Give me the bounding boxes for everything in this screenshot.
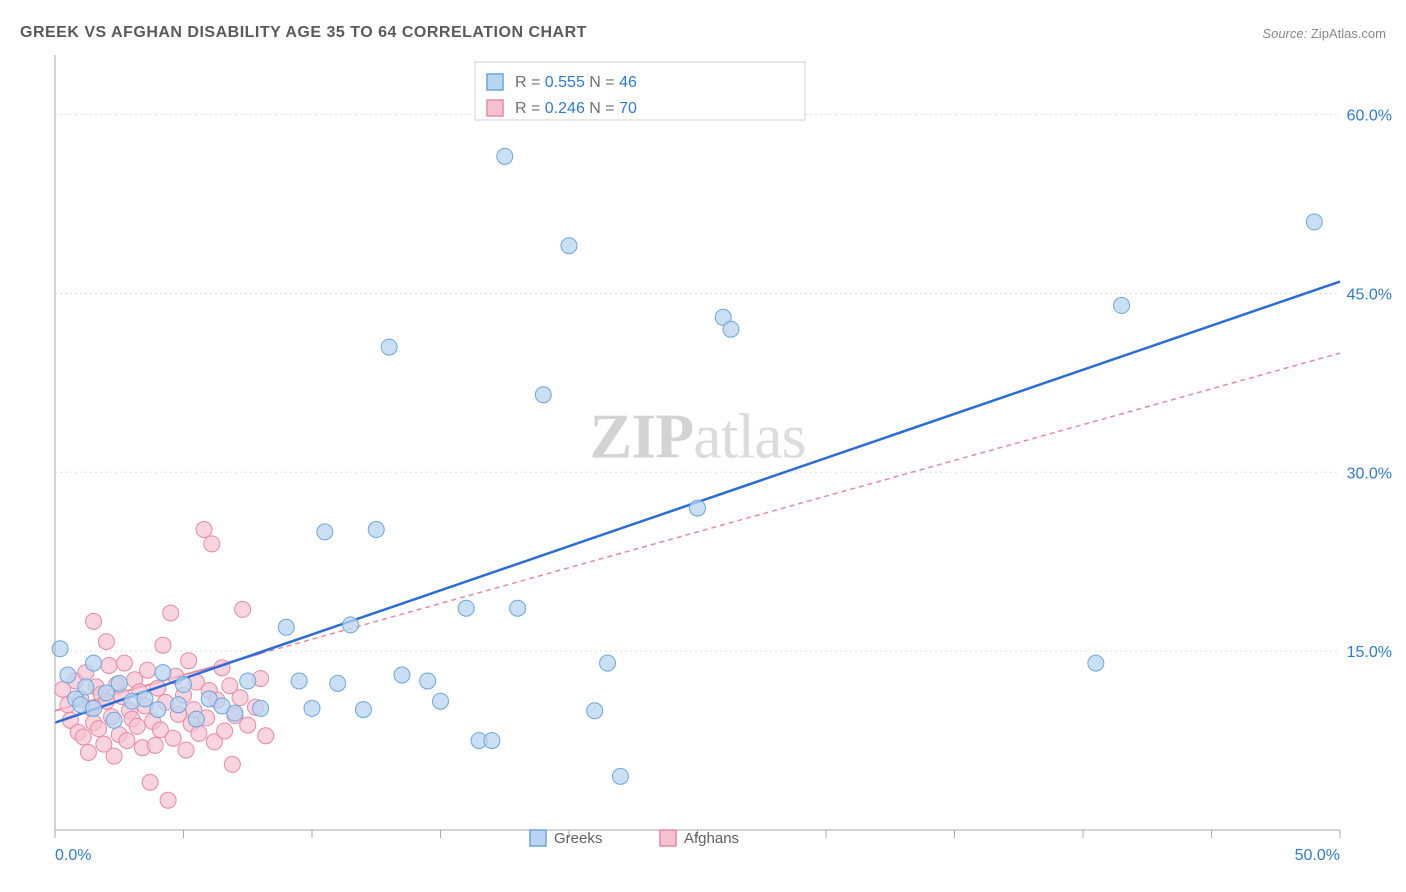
scatter-plot: 15.0% 30.0% 45.0% 60.0% ZIPatlas 0.0% 50.0% R =… (0, 0, 1406, 892)
y-tick-label: 30.0% (1347, 465, 1392, 482)
y-tick-label: 60.0% (1347, 108, 1392, 125)
x-tick-label: 0.0% (55, 847, 91, 864)
legend-label: Greeks (554, 830, 602, 847)
watermark: ZIPatlas (590, 400, 806, 471)
legend-label: Afghans (684, 830, 739, 847)
x-tick-label: 50.0% (1295, 847, 1340, 864)
y-tick-label: 45.0% (1347, 286, 1392, 303)
stats-row: R = 0.555 N = 46 (515, 74, 637, 91)
stats-row: R = 0.246 N = 70 (515, 100, 637, 117)
y-tick-label: 15.0% (1347, 644, 1392, 661)
